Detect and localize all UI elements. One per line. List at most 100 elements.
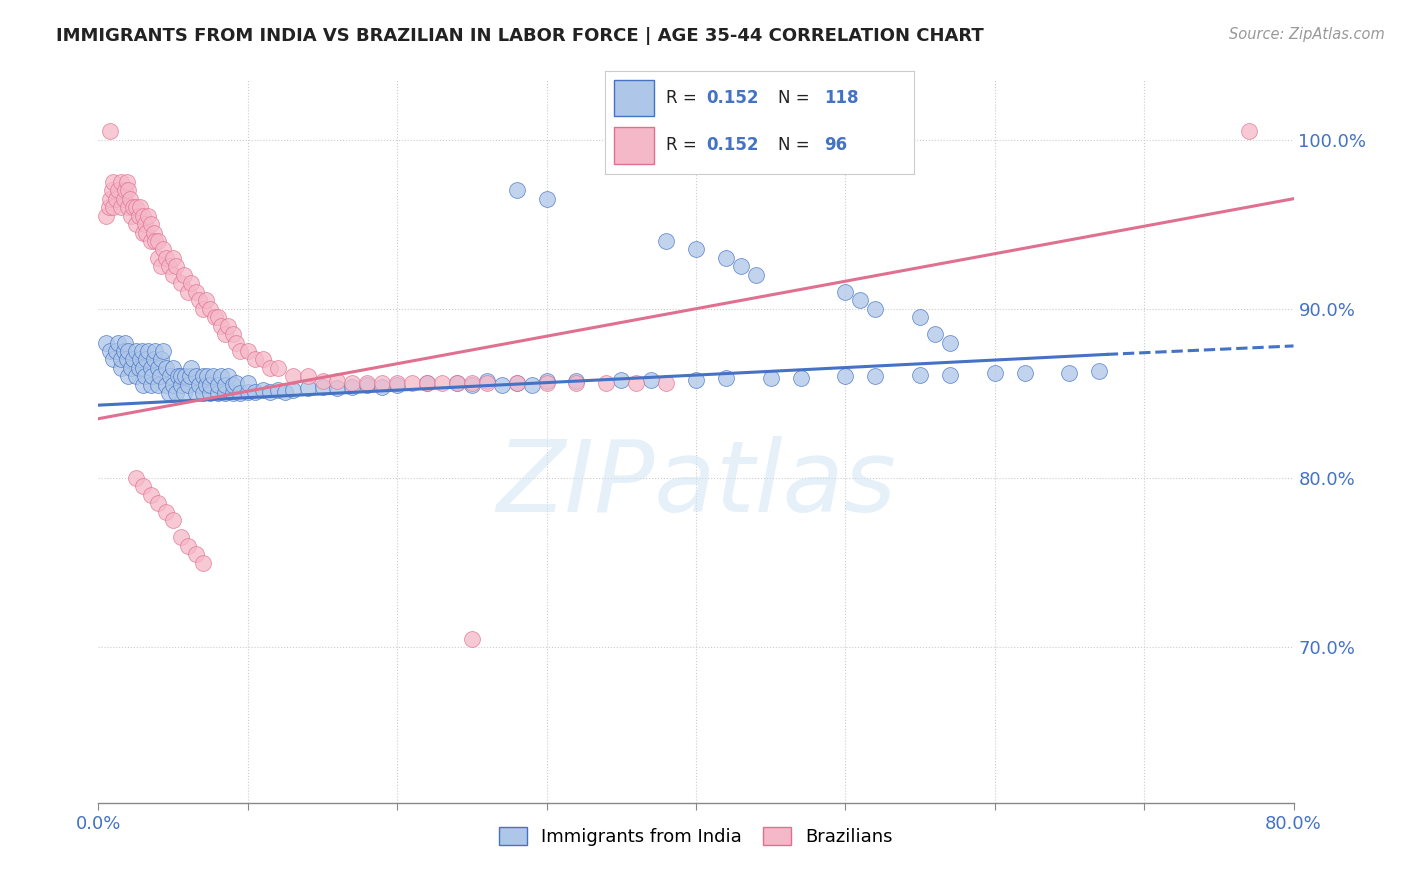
- Point: [107, 183, 129, 197]
- Point: [207, 386, 229, 401]
- Text: 0.152: 0.152: [707, 136, 759, 154]
- Point: [236, 376, 259, 391]
- Point: [475, 376, 498, 391]
- Point: [132, 479, 155, 493]
- Point: [730, 260, 752, 274]
- Point: [236, 384, 259, 399]
- Text: R =: R =: [666, 89, 703, 107]
- Point: [865, 301, 887, 316]
- Point: [536, 375, 558, 389]
- Point: [222, 377, 245, 392]
- Point: [97, 200, 120, 214]
- Point: [217, 318, 239, 333]
- Point: [640, 373, 662, 387]
- Point: [177, 377, 200, 392]
- Point: [134, 217, 156, 231]
- Point: [169, 530, 191, 544]
- Point: [162, 513, 184, 527]
- Point: [169, 377, 191, 392]
- Point: [115, 175, 138, 189]
- Point: [217, 369, 239, 384]
- Point: [1014, 366, 1036, 380]
- Point: [132, 377, 155, 392]
- Point: [139, 488, 162, 502]
- Point: [865, 369, 887, 384]
- Point: [416, 376, 439, 391]
- Point: [117, 369, 139, 384]
- Point: [252, 383, 274, 397]
- Point: [789, 371, 811, 385]
- Point: [159, 369, 181, 384]
- Point: [101, 183, 124, 197]
- Point: [117, 200, 139, 214]
- Point: [114, 335, 136, 350]
- Point: [297, 381, 319, 395]
- Point: [152, 344, 174, 359]
- Point: [148, 360, 170, 375]
- Point: [759, 371, 782, 385]
- Point: [129, 200, 152, 214]
- Point: [180, 277, 202, 291]
- Point: [118, 192, 141, 206]
- Point: [326, 381, 349, 395]
- Point: [117, 183, 139, 197]
- Point: [259, 360, 281, 375]
- Point: [267, 360, 290, 375]
- Point: [112, 192, 135, 206]
- Point: [371, 379, 394, 393]
- Point: [184, 369, 207, 384]
- Point: [595, 376, 617, 391]
- Point: [105, 344, 128, 359]
- Point: [506, 376, 529, 391]
- Point: [135, 352, 157, 367]
- Point: [125, 200, 148, 214]
- Point: [565, 376, 588, 391]
- Point: [125, 344, 148, 359]
- Point: [142, 226, 165, 240]
- Point: [475, 375, 498, 389]
- Point: [115, 352, 138, 367]
- Point: [191, 556, 214, 570]
- Point: [491, 377, 513, 392]
- Point: [252, 352, 274, 367]
- Point: [536, 376, 558, 391]
- Point: [207, 377, 229, 392]
- Text: IMMIGRANTS FROM INDIA VS BRAZILIAN IN LABOR FORCE | AGE 35-44 CORRELATION CHART: IMMIGRANTS FROM INDIA VS BRAZILIAN IN LA…: [56, 27, 984, 45]
- Point: [187, 293, 209, 308]
- Point: [136, 344, 159, 359]
- Point: [281, 383, 304, 397]
- Point: [214, 386, 236, 401]
- Point: [173, 268, 195, 282]
- Point: [200, 377, 222, 392]
- Point: [259, 384, 281, 399]
- Point: [128, 209, 150, 223]
- Point: [520, 377, 543, 392]
- Point: [110, 352, 132, 367]
- Point: [94, 335, 117, 350]
- Point: [204, 310, 226, 325]
- Point: [191, 301, 214, 316]
- Point: [326, 375, 349, 389]
- Point: [939, 368, 962, 382]
- Text: R =: R =: [666, 136, 703, 154]
- Point: [110, 200, 132, 214]
- Point: [311, 379, 333, 393]
- Point: [139, 360, 162, 375]
- Point: [142, 352, 165, 367]
- Point: [371, 376, 394, 391]
- Point: [166, 369, 188, 384]
- Point: [311, 375, 333, 389]
- Point: [184, 285, 207, 299]
- Point: [134, 369, 156, 384]
- Point: [184, 547, 207, 561]
- Point: [128, 360, 150, 375]
- Point: [191, 369, 214, 384]
- Point: [281, 369, 304, 384]
- Point: [297, 369, 319, 384]
- Text: 96: 96: [824, 136, 848, 154]
- Point: [165, 386, 187, 401]
- Point: [162, 360, 184, 375]
- Point: [225, 335, 247, 350]
- Point: [139, 217, 162, 231]
- Point: [356, 376, 378, 391]
